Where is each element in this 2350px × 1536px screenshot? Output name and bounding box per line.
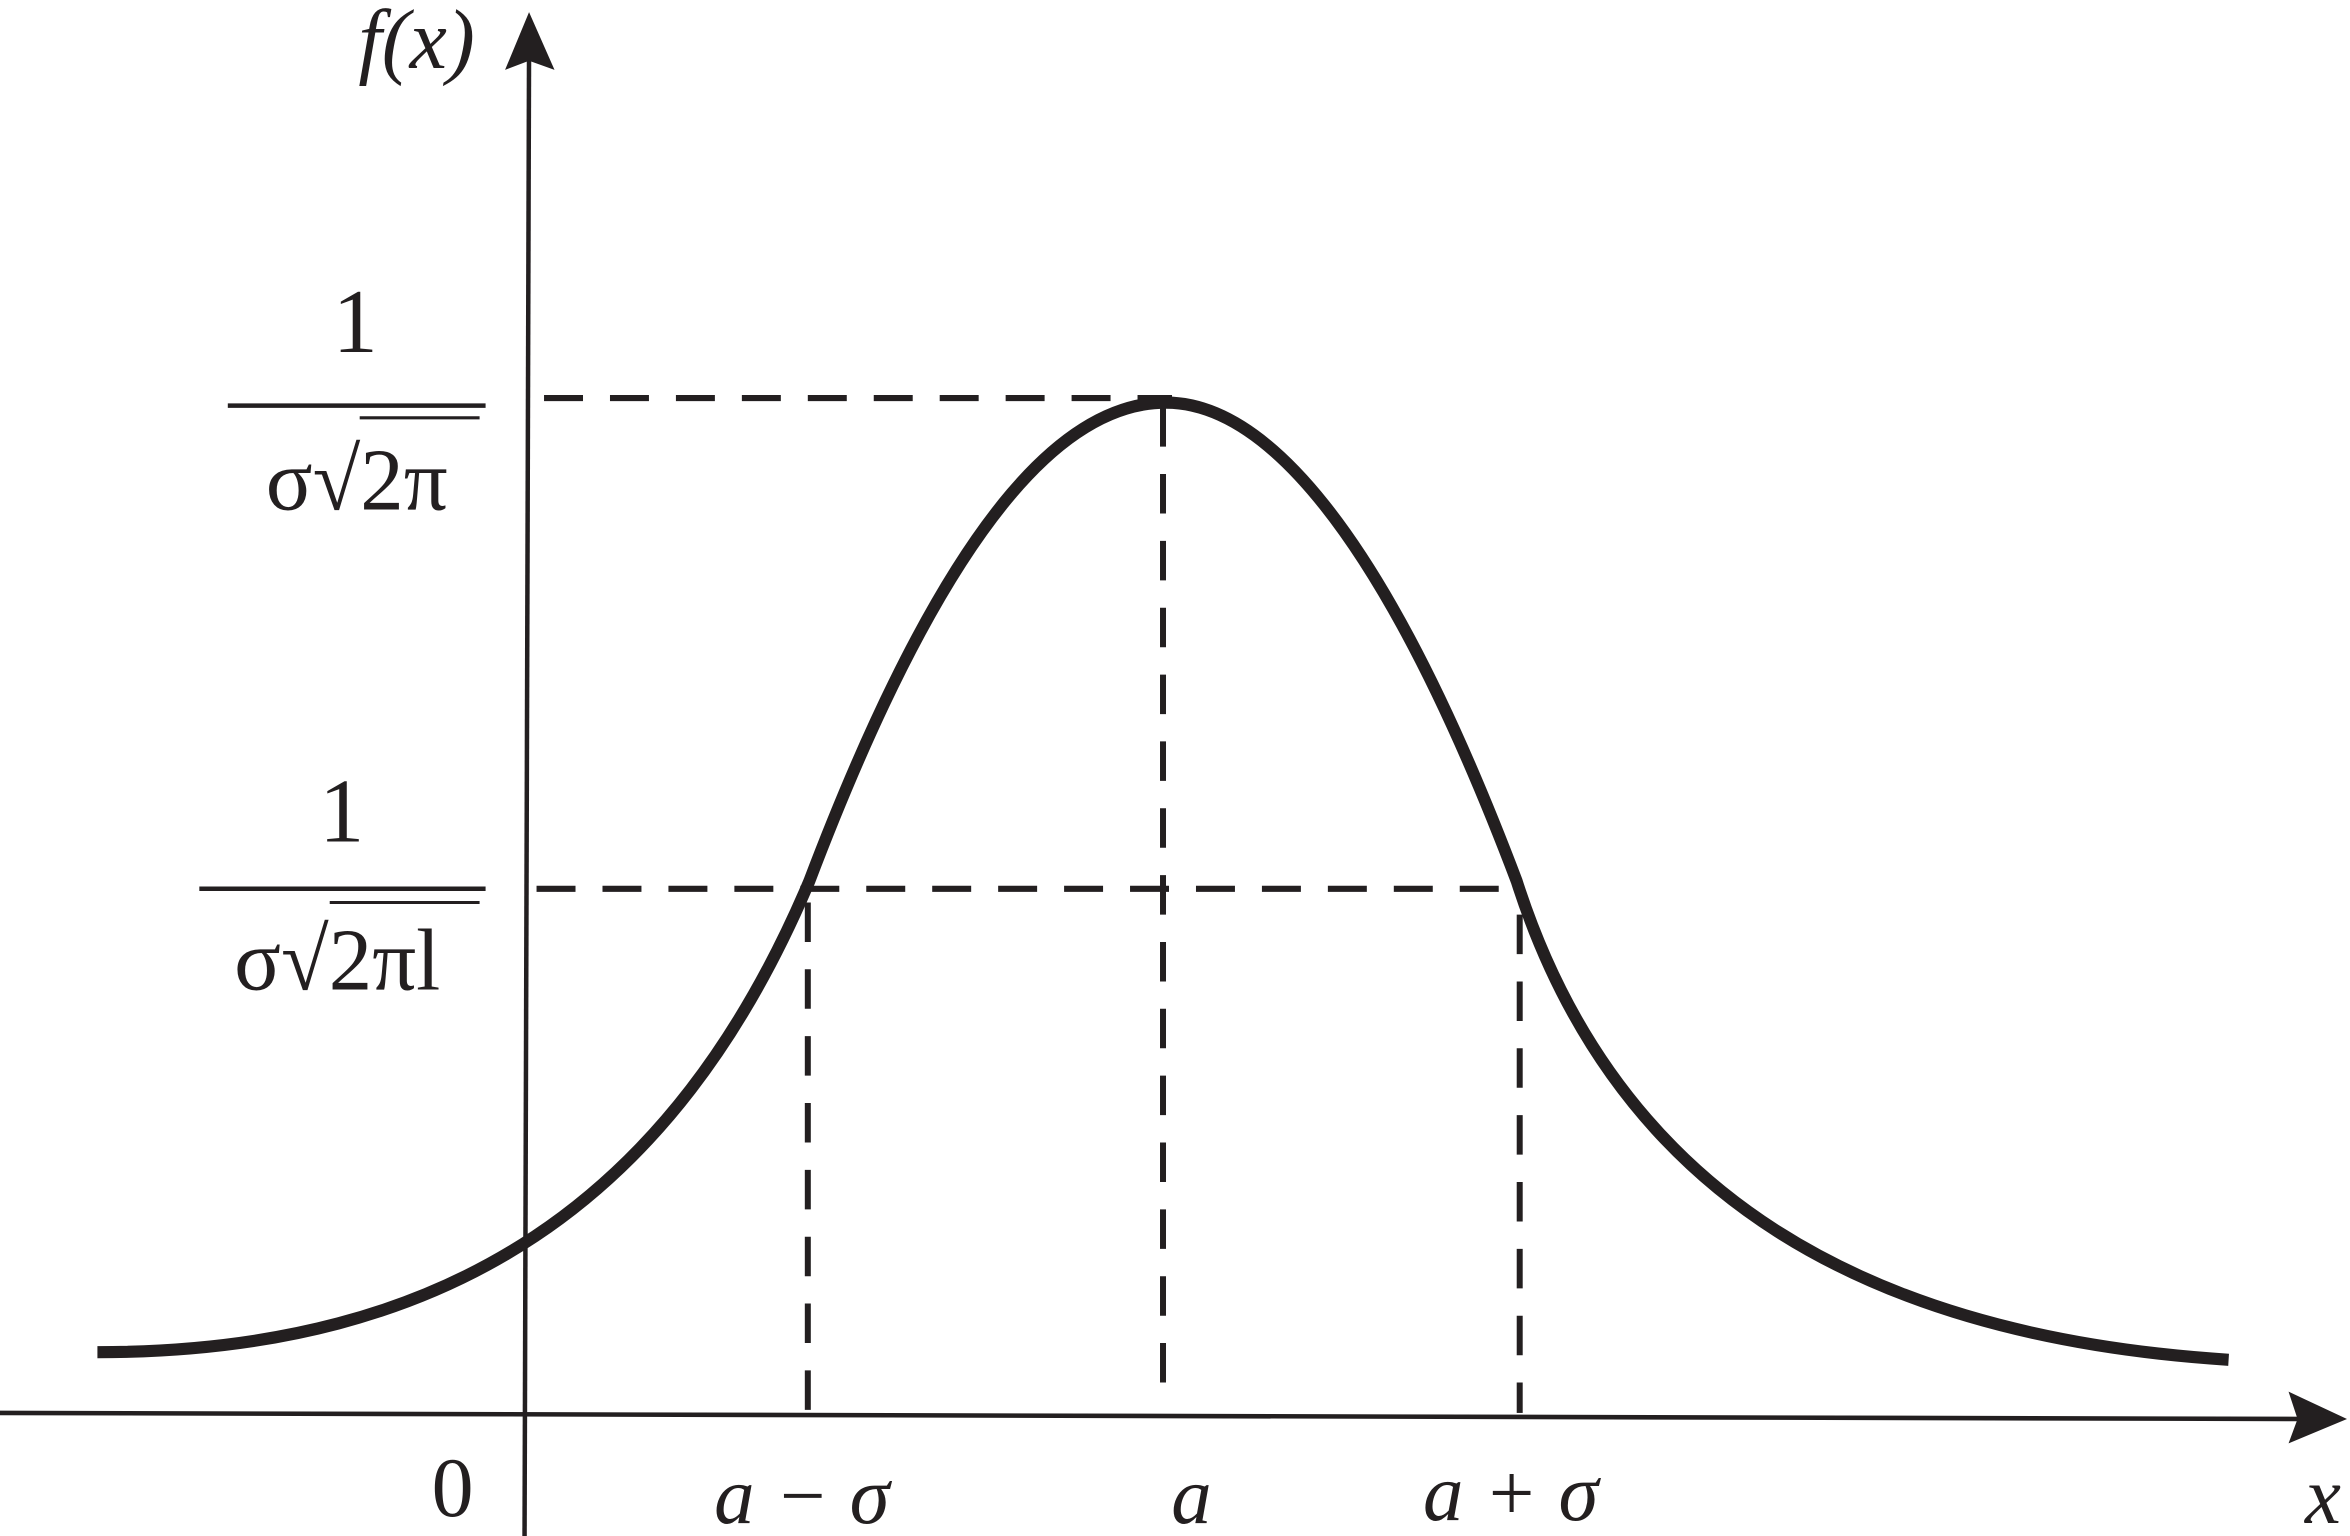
fraction-denominator: σ√2π <box>266 431 448 529</box>
fraction-denominator: σ√2πl <box>234 911 440 1009</box>
y-axis-label: f(x) <box>358 0 474 87</box>
x-label: a <box>1171 1449 1211 1536</box>
x-axis-label: x <box>2304 1449 2341 1536</box>
x-label: a − σ <box>714 1449 892 1536</box>
origin-label: 0 <box>432 1442 474 1536</box>
axes <box>0 45 2309 1536</box>
fraction-numerator: 1 <box>319 760 364 862</box>
x-axis <box>0 1410 2309 1422</box>
fraction-numerator: 1 <box>333 271 378 373</box>
density-curve <box>97 396 2229 1366</box>
guide-lines <box>536 395 1523 1413</box>
x-axis-arrow <box>2288 1391 2348 1444</box>
y-axis-arrow <box>505 12 555 70</box>
y-axis <box>522 45 532 1536</box>
x-label: a + σ <box>1423 1446 1601 1536</box>
